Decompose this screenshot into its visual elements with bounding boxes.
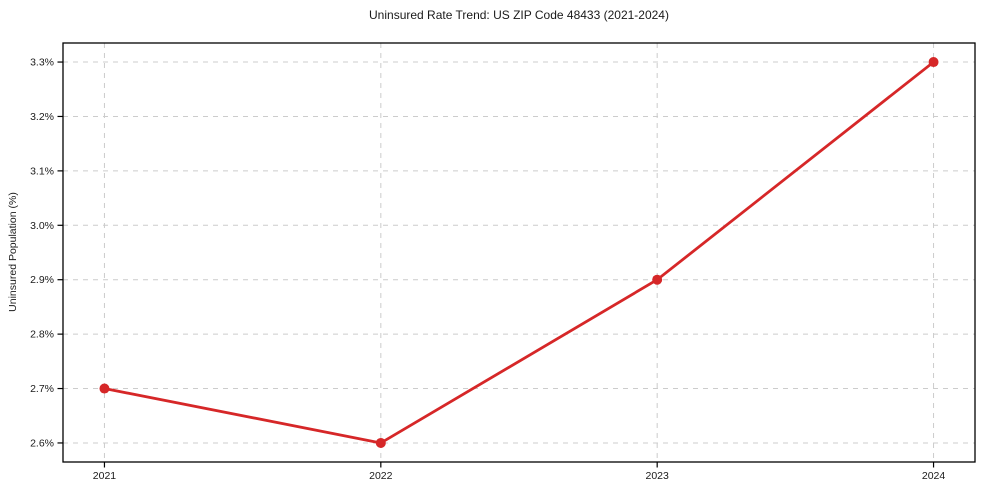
x-tick-label: 2021 — [93, 470, 117, 482]
chart-title: Uninsured Rate Trend: US ZIP Code 48433 … — [369, 8, 669, 22]
y-tick-label: 3.2% — [30, 111, 54, 123]
data-point-2022 — [375, 437, 386, 448]
x-tick-label: 2023 — [646, 470, 670, 482]
y-tick-label: 2.8% — [30, 329, 54, 341]
y-tick-label: 2.6% — [30, 437, 54, 449]
data-point-2023 — [652, 274, 663, 285]
data-point-2024 — [928, 57, 939, 68]
y-tick-label: 3.0% — [30, 220, 54, 232]
trend-line — [103, 60, 935, 445]
y-tick-label: 2.9% — [30, 274, 54, 286]
data-point-2021 — [99, 383, 110, 394]
y-tick-label: 2.7% — [30, 383, 54, 395]
x-tick-label: 2022 — [369, 470, 393, 482]
y-tick-label: 3.3% — [30, 57, 54, 69]
y-tick-label: 3.1% — [30, 165, 54, 177]
axes-frame — [62, 42, 976, 463]
x-tick-label: 2024 — [922, 470, 946, 482]
